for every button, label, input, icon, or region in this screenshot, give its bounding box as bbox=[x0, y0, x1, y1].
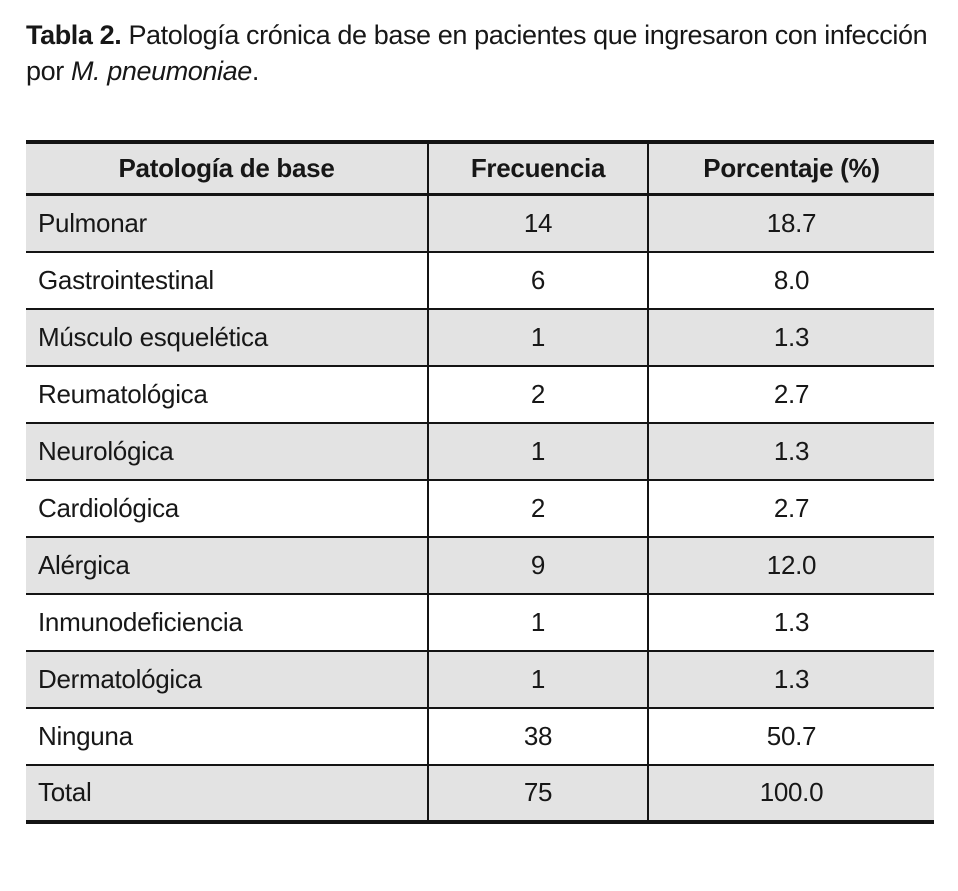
cell-frequency: 1 bbox=[427, 422, 649, 481]
caption-species-italic: M. pneumoniae bbox=[70, 56, 252, 87]
cell-percentage: 1.3 bbox=[648, 650, 934, 709]
cell-frequency: 2 bbox=[427, 479, 649, 538]
cell-frequency: 75 bbox=[427, 764, 649, 822]
cell-pathology: Músculo esquelética bbox=[26, 308, 428, 367]
table-row: Reumatológica 2 2.7 bbox=[26, 365, 934, 424]
table-row: Músculo esquelética 1 1.3 bbox=[26, 308, 934, 367]
cell-frequency: 6 bbox=[427, 251, 649, 310]
cell-percentage: 50.7 bbox=[648, 707, 934, 766]
page: Tabla 2. Patología crónica de base en pa… bbox=[26, 17, 938, 824]
cell-percentage: 2.7 bbox=[648, 365, 934, 424]
cell-pathology: Dermatológica bbox=[26, 650, 428, 709]
table-row: Total 75 100.0 bbox=[26, 764, 934, 822]
cell-pathology: Cardiológica bbox=[26, 479, 428, 538]
cell-pathology: Reumatológica bbox=[26, 365, 428, 424]
column-header-pathology: Patología de base bbox=[26, 141, 428, 197]
cell-pathology: Gastrointestinal bbox=[26, 251, 428, 310]
cell-pathology: Inmunodeficiencia bbox=[26, 593, 428, 652]
table-row: Cardiológica 2 2.7 bbox=[26, 479, 934, 538]
cell-pathology: Total bbox=[38, 777, 92, 808]
pathology-table: Patología de base Frecuencia Porcentaje … bbox=[26, 139, 934, 824]
cell-percentage: 12.0 bbox=[648, 536, 934, 595]
table-row: Dermatológica 1 1.3 bbox=[26, 650, 934, 709]
cell-pathology: Pulmonar bbox=[26, 194, 428, 253]
cell-pathology: Ninguna bbox=[26, 707, 428, 766]
cell-percentage: 8.0 bbox=[648, 251, 934, 310]
cell-percentage: 1.3 bbox=[648, 308, 934, 367]
table-row: Neurológica 1 1.3 bbox=[26, 422, 934, 481]
cell-percentage: 2.7 bbox=[648, 479, 934, 538]
cell-frequency: 1 bbox=[427, 308, 649, 367]
table-caption: Tabla 2. Patología crónica de base en pa… bbox=[26, 17, 938, 90]
cell-frequency: 1 bbox=[427, 593, 649, 652]
caption-period: . bbox=[251, 56, 260, 87]
cell-frequency: 2 bbox=[427, 365, 649, 424]
cell-frequency: 38 bbox=[427, 707, 649, 766]
caption-label: Tabla 2. bbox=[26, 20, 122, 50]
cell-percentage: 1.3 bbox=[648, 422, 934, 481]
column-header-percentage: Porcentaje (%) bbox=[648, 141, 934, 197]
cell-pathology: Neurológica bbox=[26, 422, 428, 481]
cell-percentage: 100.0 bbox=[759, 777, 824, 808]
cell-percentage: 18.7 bbox=[648, 194, 934, 253]
table-body: Pulmonar 14 18.7 Gastrointestinal 6 8.0 … bbox=[26, 194, 934, 822]
header-row: Patología de base Frecuencia Porcentaje … bbox=[26, 141, 934, 197]
cell-frequency: 9 bbox=[427, 536, 649, 595]
table-row: Ninguna 38 50.7 bbox=[26, 707, 934, 766]
cell-pathology: Alérgica bbox=[26, 536, 428, 595]
table-row: Pulmonar 14 18.7 bbox=[26, 194, 934, 253]
cell-frequency: 1 bbox=[427, 650, 649, 709]
cell-frequency: 14 bbox=[427, 194, 649, 253]
table-row: Inmunodeficiencia 1 1.3 bbox=[26, 593, 934, 652]
table-row: Alérgica 9 12.0 bbox=[26, 536, 934, 595]
cell-percentage: 1.3 bbox=[648, 593, 934, 652]
table-row: Gastrointestinal 6 8.0 bbox=[26, 251, 934, 310]
caption-text: Patología crónica de base en pacientes q… bbox=[26, 20, 928, 87]
column-header-frequency: Frecuencia bbox=[427, 141, 649, 197]
